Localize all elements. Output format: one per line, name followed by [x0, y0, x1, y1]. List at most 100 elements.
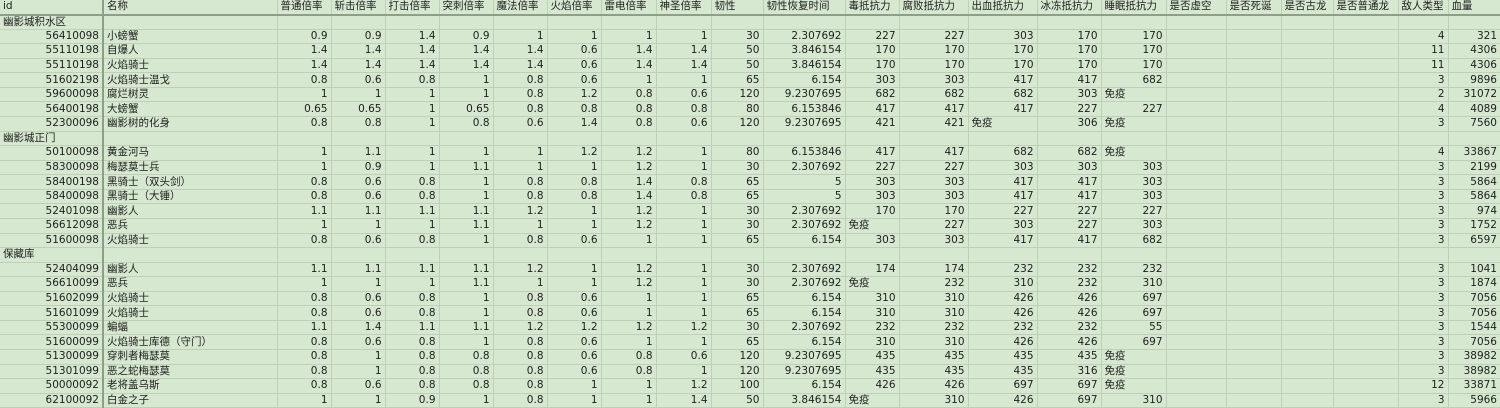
cell-poise[interactable]: 30: [711, 218, 764, 234]
cell-hp[interactable]: 7056: [1448, 291, 1500, 307]
cell-lightning[interactable]: 1.2: [601, 160, 657, 176]
cell-poise_recovery[interactable]: 9.2307695: [763, 87, 846, 103]
cell-sleep[interactable]: 310: [1101, 393, 1167, 408]
cell-bleed[interactable]: 303: [968, 29, 1038, 45]
cell-frost[interactable]: 682: [1037, 145, 1102, 161]
cell-fire[interactable]: 1: [547, 276, 602, 292]
cell-enemy_type[interactable]: 3: [1398, 364, 1449, 380]
cell-is_deathblight[interactable]: [1226, 58, 1282, 74]
cell-poison[interactable]: 435: [845, 364, 900, 380]
cell-poise_recovery[interactable]: 2.307692: [763, 203, 846, 219]
cell-enemy_type[interactable]: 3: [1398, 160, 1449, 176]
cell-is_dragon[interactable]: [1333, 131, 1399, 147]
cell-name[interactable]: 火焰骑士: [103, 233, 278, 249]
cell-id[interactable]: 55110198: [0, 58, 104, 74]
cell-pierce[interactable]: 1.1: [439, 262, 494, 278]
cell-frost[interactable]: 227: [1037, 101, 1102, 117]
cell-poison[interactable]: [845, 247, 900, 263]
cell-is_void[interactable]: [1166, 276, 1227, 292]
cell-slash[interactable]: 0.6: [331, 72, 386, 88]
cell-is_ancient_dragon[interactable]: [1281, 43, 1334, 59]
cell-hp[interactable]: 6597: [1448, 233, 1500, 249]
cell-frost[interactable]: 316: [1037, 364, 1102, 380]
cell-pierce[interactable]: 1: [439, 233, 494, 249]
cell-id[interactable]: 55300099: [0, 320, 104, 336]
cell-name[interactable]: 黄金河马: [103, 145, 278, 161]
cell-normal[interactable]: [277, 247, 332, 263]
cell-is_deathblight[interactable]: [1226, 203, 1282, 219]
cell-poise[interactable]: 65: [711, 334, 764, 350]
cell-hp[interactable]: 38982: [1448, 364, 1500, 380]
cell-is_dragon[interactable]: [1333, 87, 1399, 103]
cell-hp[interactable]: 7056: [1448, 334, 1500, 350]
cell-is_deathblight[interactable]: [1226, 364, 1282, 380]
cell-fire[interactable]: 1: [547, 218, 602, 234]
cell-normal[interactable]: 0.8: [277, 189, 332, 205]
column-header-rot[interactable]: 腐败抵抗力: [899, 0, 969, 16]
cell-hp[interactable]: 4306: [1448, 58, 1500, 74]
cell-bleed[interactable]: 682: [968, 87, 1038, 103]
cell-normal[interactable]: 0.8: [277, 378, 332, 394]
cell-magic[interactable]: 1: [493, 160, 548, 176]
cell-is_ancient_dragon[interactable]: [1281, 131, 1334, 147]
cell-magic[interactable]: 1.2: [493, 203, 548, 219]
cell-magic[interactable]: 0.8: [493, 349, 548, 365]
cell-hp[interactable]: 7560: [1448, 116, 1500, 132]
cell-name[interactable]: 蝙蝠: [103, 320, 278, 336]
cell-poise_recovery[interactable]: 2.307692: [763, 320, 846, 336]
cell-slash[interactable]: 1.4: [331, 58, 386, 74]
cell-magic[interactable]: [493, 247, 548, 263]
cell-id[interactable]: 51600098: [0, 233, 104, 249]
cell-is_ancient_dragon[interactable]: [1281, 305, 1334, 321]
cell-sleep[interactable]: 697: [1101, 305, 1167, 321]
cell-is_void[interactable]: [1166, 87, 1227, 103]
cell-lightning[interactable]: 1.2: [601, 276, 657, 292]
cell-is_void[interactable]: [1166, 393, 1227, 408]
cell-holy[interactable]: 1.4: [656, 43, 712, 59]
cell-id[interactable]: 51600099: [0, 334, 104, 350]
cell-is_void[interactable]: [1166, 291, 1227, 307]
cell-poison[interactable]: 310: [845, 291, 900, 307]
cell-slash[interactable]: 0.6: [331, 233, 386, 249]
cell-lightning[interactable]: 1.2: [601, 262, 657, 278]
column-header-poison[interactable]: 毒抵抗力: [845, 0, 900, 16]
cell-is_dragon[interactable]: [1333, 218, 1399, 234]
cell-name[interactable]: 小螃蟹: [103, 29, 278, 45]
cell-is_void[interactable]: [1166, 320, 1227, 336]
cell-poise[interactable]: 65: [711, 174, 764, 190]
cell-poise[interactable]: 30: [711, 262, 764, 278]
cell-rot[interactable]: 170: [899, 43, 969, 59]
cell-hp[interactable]: 1544: [1448, 320, 1500, 336]
cell-lightning[interactable]: [601, 14, 657, 30]
cell-holy[interactable]: 1.4: [656, 58, 712, 74]
cell-hp[interactable]: 1041: [1448, 262, 1500, 278]
cell-holy[interactable]: 1: [656, 305, 712, 321]
cell-poise_recovery[interactable]: 3.846154: [763, 393, 846, 408]
cell-is_deathblight[interactable]: [1226, 320, 1282, 336]
cell-is_dragon[interactable]: [1333, 101, 1399, 117]
cell-rot[interactable]: 303: [899, 174, 969, 190]
cell-magic[interactable]: 1.2: [493, 262, 548, 278]
cell-poison[interactable]: 682: [845, 87, 900, 103]
cell-sleep[interactable]: 303: [1101, 189, 1167, 205]
cell-fire[interactable]: 0.8: [547, 174, 602, 190]
cell-is_ancient_dragon[interactable]: [1281, 116, 1334, 132]
cell-normal[interactable]: 1.4: [277, 43, 332, 59]
cell-rot[interactable]: 232: [899, 320, 969, 336]
cell-holy[interactable]: 1: [656, 334, 712, 350]
cell-hp[interactable]: 33871: [1448, 378, 1500, 394]
cell-poise_recovery[interactable]: 6.154: [763, 233, 846, 249]
cell-is_void[interactable]: [1166, 131, 1227, 147]
cell-is_deathblight[interactable]: [1226, 262, 1282, 278]
cell-frost[interactable]: 426: [1037, 291, 1102, 307]
cell-frost[interactable]: 232: [1037, 320, 1102, 336]
cell-enemy_type[interactable]: 4: [1398, 101, 1449, 117]
cell-is_ancient_dragon[interactable]: [1281, 72, 1334, 88]
cell-is_void[interactable]: [1166, 58, 1227, 74]
cell-frost[interactable]: 417: [1037, 174, 1102, 190]
cell-strike[interactable]: [385, 131, 440, 147]
cell-slash[interactable]: [331, 247, 386, 263]
cell-is_ancient_dragon[interactable]: [1281, 29, 1334, 45]
cell-strike[interactable]: 1: [385, 87, 440, 103]
cell-poison[interactable]: 310: [845, 305, 900, 321]
